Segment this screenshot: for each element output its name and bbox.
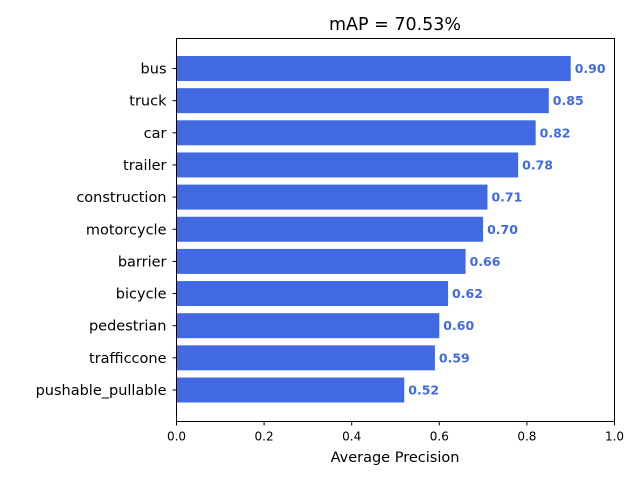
category-label: pushable_pullable [36,383,167,399]
x-tick-label: 0.0 [167,430,186,444]
category-label: bus [141,62,167,78]
bars-group [176,56,571,403]
value-label: 0.66 [470,254,501,269]
category-label: truck [129,94,167,110]
bar-construction [176,184,488,210]
bar-car [176,120,536,146]
value-label: 0.60 [443,318,474,333]
category-label: construction [76,190,166,206]
value-label: 0.85 [553,93,584,108]
value-label: 0.78 [522,157,553,172]
category-label: bicycle [116,287,167,303]
x-axis-label: Average Precision [331,450,460,466]
category-labels: bus truck car trailer construction motorcycle… [36,62,177,399]
bar-pushable_pullable [176,377,405,403]
value-label: 0.52 [408,383,439,398]
value-label: 0.62 [452,286,483,301]
category-label: trailer [123,158,167,174]
value-label: 0.71 [491,190,522,205]
value-label: 0.59 [439,350,470,365]
x-tick-label: 1.0 [605,430,624,444]
category-label: pedestrian [89,319,167,335]
value-label: 0.90 [575,61,606,76]
value-labels: 0.90 0.85 0.82 0.78 0.71 0.70 0.66 0.62 0.60 0.59… [408,61,606,398]
bar-bus [176,56,571,81]
bar-truck [176,88,549,114]
value-label: 0.82 [540,125,571,140]
bar-trailer [176,152,519,178]
category-label: motorcycle [86,222,167,238]
bar-barrier [176,248,466,274]
bar-motorcycle [176,216,484,242]
plot-frame [176,38,615,422]
x-tick-label: 0.4 [342,430,361,444]
x-tick-label: 0.2 [255,430,274,444]
x-tick-label: 0.8 [517,430,536,444]
value-label: 0.70 [487,222,518,237]
bar-bicycle [176,281,449,307]
bar-pedestrian [176,313,440,339]
bar-trafficcone [176,345,435,371]
category-label: trafficcone [89,351,167,367]
category-label: car [144,126,167,142]
x-axis-ticks: 0.0 0.2 0.4 0.6 0.8 1.0 [167,421,624,444]
chart-title: mAP = 70.53% [329,15,461,35]
x-tick-label: 0.6 [430,430,449,444]
category-label: barrier [118,254,167,270]
